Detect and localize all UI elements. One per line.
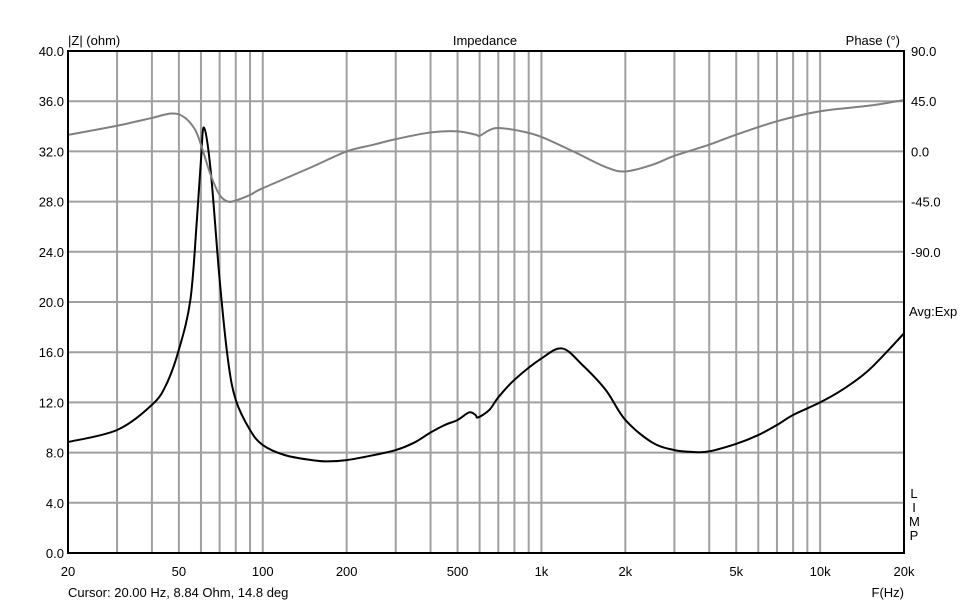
- y-tick-label: 12.0: [39, 395, 64, 410]
- x-tick-label: 100: [252, 564, 274, 579]
- grid: [68, 51, 904, 553]
- x-tick-label: 10k: [810, 564, 831, 579]
- avg-label: Avg:Exp: [909, 304, 957, 319]
- plot-frame: [67, 50, 905, 554]
- x-tick-label: 200: [336, 564, 358, 579]
- cursor-readout[interactable]: Cursor: 20.00 Hz, 8.84 Ohm, 14.8 deg: [68, 585, 288, 600]
- y-tick-label: 16.0: [39, 345, 64, 360]
- y-tick-label: 0.0: [46, 546, 64, 561]
- x-tick-label: 5k: [729, 564, 743, 579]
- x-tick-label: 20: [61, 564, 75, 579]
- y-tick-label: 36.0: [39, 94, 64, 109]
- x-tick-label: 2k: [618, 564, 632, 579]
- y2-tick-label: 90.0: [911, 44, 936, 59]
- x-tick-label: 500: [447, 564, 469, 579]
- x-tick-label: 20k: [894, 564, 915, 579]
- x-axis-label: F(Hz): [872, 585, 905, 600]
- y-axis-label: |Z| (ohm): [68, 33, 120, 48]
- y2-tick-label: 0.0: [911, 144, 929, 159]
- y2-axis-label: Phase (°): [846, 33, 900, 48]
- x-tick-label: 50: [172, 564, 186, 579]
- y-tick-label: 32.0: [39, 144, 64, 159]
- y-tick-label: 24.0: [39, 245, 64, 260]
- y-tick-label: 28.0: [39, 195, 64, 210]
- series-layer: [67, 99, 905, 463]
- y2-tick-label: 45.0: [911, 94, 936, 109]
- limp-vertical-label: LIMP: [909, 486, 920, 543]
- phase-series-line: [67, 99, 905, 203]
- y-tick-label: 40.0: [39, 44, 64, 59]
- y2-tick-label: -90.0: [911, 245, 941, 260]
- tick-labels: 0.0 4.0 8.0 12.0 16.0 20.0 24.0 28.0 32.0 36.0 40.…: [39, 44, 941, 579]
- y-tick-label: 4.0: [46, 496, 64, 511]
- y2-tick-label: -45.0: [911, 195, 941, 210]
- y-tick-label: 20.0: [39, 295, 64, 310]
- y-tick-label: 8.0: [46, 446, 64, 461]
- impedance-series-line: [67, 126, 905, 463]
- x-tick-label: 1k: [535, 564, 549, 579]
- chart-title: Impedance: [453, 33, 517, 48]
